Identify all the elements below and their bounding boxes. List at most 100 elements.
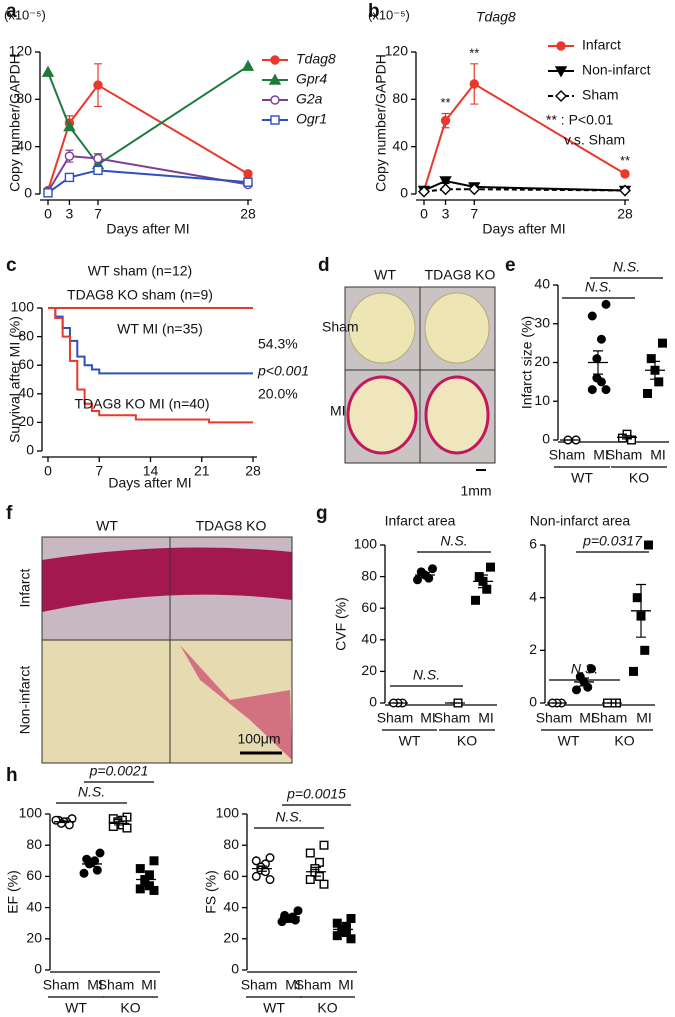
y-tick-label: 40 [534,276,550,292]
x-tick-label: MI [579,710,595,726]
data-point [332,918,342,928]
data-point [587,311,597,321]
x-tick-label: Sham [295,977,332,993]
data-point [135,864,145,874]
x-tick-label: Sham [377,710,414,726]
micrograph-grid [344,286,496,471]
data-point [270,115,280,125]
data-point [277,917,287,927]
panel-label: h [6,765,18,786]
data-point [341,928,351,938]
y-tick-label: 20 [18,413,34,429]
data-point [643,389,653,399]
group-label: WT [571,470,593,486]
annotation: ** [440,95,450,110]
x-tick-label: Sham [241,977,278,993]
column-label: TDAG8 KO [196,518,267,534]
data-point [646,354,656,364]
data-point [346,934,356,944]
y-tick-label: 100 [11,299,35,315]
x-tick-label: 3 [442,206,450,222]
series-line [423,179,626,192]
y-tick-label: 0 [400,185,408,201]
series-label: TDAG8 KO MI (n=40) [75,396,210,412]
x-tick-label: MI [593,447,609,463]
data-point [486,562,496,572]
heart-section [424,375,490,455]
data-point [64,172,75,183]
legend-label: Tdag8 [296,51,336,67]
data-point [658,338,668,348]
x-tick-label: 14 [143,463,159,479]
data-point [319,840,329,850]
legend-label: Non-infarct [582,62,651,78]
scale-label: 1mm [460,483,491,499]
data-point [144,870,154,880]
data-point [135,884,145,894]
annotation: N.S. [571,661,598,677]
series-label: TDAG8 KO sham (n=9) [67,287,213,303]
y-axis-label: EF (%) [5,870,21,914]
data-point [63,120,76,132]
y-tick-label: 80 [26,836,42,852]
series-line [47,169,249,194]
series-line [48,307,253,375]
data-point [554,66,568,78]
data-point [413,575,423,585]
x-tick-label: 7 [95,463,103,479]
annotation: p=0.0021 [89,763,149,779]
micrograph-grid [41,536,293,764]
group-label: KO [629,470,649,486]
legend-label: Infarct [582,37,621,53]
error-bar [114,821,124,826]
y-axis-label: CVF (%) [333,597,349,651]
y-tick-label: 60 [361,599,377,615]
y-tick-label: 80 [223,836,239,852]
y-tick-label: 100 [216,805,240,821]
x-tick-label: 28 [245,463,261,479]
y-tick-label: 4 [529,588,537,604]
annotation: N.S. [440,533,467,549]
x-tick-label: MI [87,977,103,993]
data-point [440,115,451,126]
data-point [243,169,253,179]
data-point [482,584,492,594]
data-point [149,856,159,866]
annotation: N.S. [275,809,302,825]
note: ** : P<0.01 [546,112,614,128]
panel-label: e [505,255,516,276]
data-point [319,879,329,889]
data-point [572,685,582,695]
data-point [41,65,55,77]
data-point [79,868,89,878]
y-tick-label: 0 [26,442,34,458]
y-tick-label: 60 [223,867,239,883]
y-tick-label: 100 [19,805,43,821]
x-tick-label: Sham [591,710,628,726]
y-tick-label: 120 [385,43,409,59]
y-tick-label: 2 [529,641,537,657]
data-point [469,79,479,89]
x-tick-label: 7 [94,206,102,222]
y-tick-label: 0 [542,431,550,447]
group-label: WT [399,733,421,749]
data-point [268,73,282,85]
data-point [629,666,639,676]
x-tick-label: 3 [66,206,74,222]
y-tick-label: 20 [534,353,550,369]
y-tick-label: 40 [16,137,32,153]
data-point [587,664,597,674]
y-tick-label: 20 [361,662,377,678]
error-bar [311,866,321,877]
y-axis-label: Copy number/GAPDH [7,54,23,192]
y-tick-label: 0 [24,185,32,201]
annotation: ** [620,153,630,168]
data-point [122,823,132,833]
y-multiplier: (x10⁻⁵) [368,7,410,22]
chart-title: Non-infarct area [530,513,631,529]
heart-section [346,375,418,455]
y-tick-label: 80 [361,567,377,583]
x-tick-label: 28 [617,206,633,222]
data-point [265,875,275,885]
